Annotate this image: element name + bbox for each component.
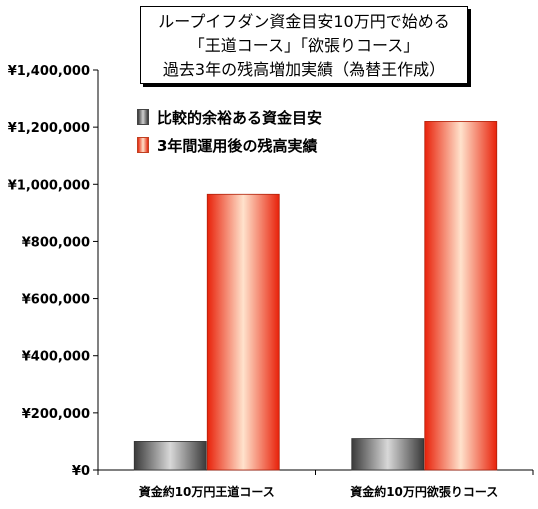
y-tick-label: ¥200,000	[22, 407, 90, 422]
chart-title-line-3: 過去3年の残高増加実績（為替王作成）	[162, 60, 446, 79]
legend-swatch-red	[137, 137, 149, 153]
legend-swatch-gray	[137, 109, 149, 125]
x-category-label: 資金約10万円王道コース	[139, 484, 275, 499]
legend-label-series-1: 比較的余裕ある資金目安	[157, 109, 323, 127]
y-tick-label: ¥1,200,000	[8, 121, 90, 136]
y-tick-label: ¥400,000	[22, 350, 90, 365]
y-tick-label: ¥0	[72, 464, 90, 479]
legend: 比較的余裕ある資金目安 3年間運用後の残高実績	[127, 102, 377, 162]
x-category-label: 資金約10万円欲張りコース	[350, 484, 498, 499]
legend-item-series-1: 比較的余裕ある資金目安	[137, 108, 322, 128]
bar-balance-1	[206, 193, 280, 471]
chart-title-line-2: 「王道コース」「欲張りコース」	[188, 36, 420, 55]
legend-item-series-2: 3年間運用後の残高実績	[137, 136, 317, 156]
chart-title-line-1: ループイフダン資金目安10万円で始める	[158, 12, 450, 31]
y-tick-label: ¥1,000,000	[8, 178, 90, 193]
bar-budget-2	[351, 438, 425, 471]
chart-title: ループイフダン資金目安10万円で始める 「王道コース」「欲張りコース」 過去3年…	[140, 6, 468, 84]
y-tick-label: ¥600,000	[22, 293, 90, 308]
labels: ¥0 ¥200,000 ¥400,000 ¥600,000 ¥800,000 ¥1,000…	[8, 64, 499, 499]
y-tick-label: ¥800,000	[22, 235, 90, 250]
legend-label-series-2: 3年間運用後の残高実績	[157, 137, 318, 155]
bars	[133, 121, 498, 471]
y-tick-label: ¥1,400,000	[8, 64, 90, 79]
bar-balance-2	[424, 121, 498, 471]
bar-budget-1	[133, 441, 207, 471]
